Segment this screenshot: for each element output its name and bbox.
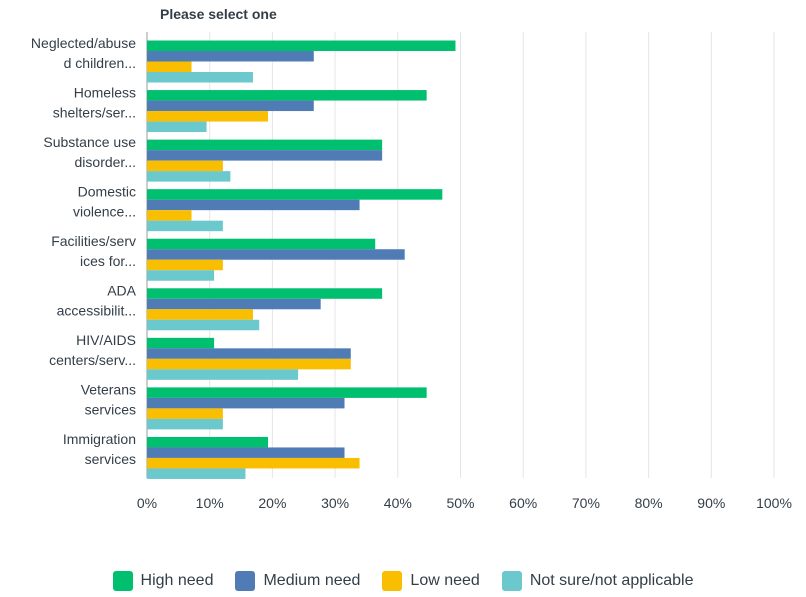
category-label: d children... (64, 55, 136, 71)
bar-high-need (147, 288, 383, 299)
x-tick-label: 20% (258, 495, 286, 511)
legend-item: Medium need (235, 571, 360, 591)
bar-low-need (147, 408, 223, 419)
category-label: services (85, 402, 136, 418)
bar-medium-need (147, 199, 360, 211)
category-label: Substance use (43, 134, 136, 150)
x-tick-label: 80% (635, 495, 663, 511)
bar-medium-need (147, 100, 314, 112)
x-tick-label: 40% (384, 495, 412, 511)
x-tick-label: 90% (697, 495, 725, 511)
x-tick-label: 70% (572, 495, 600, 511)
bar-medium-need (147, 298, 321, 310)
bar-low-need (147, 358, 351, 370)
bar-medium-need (147, 249, 405, 260)
chart-title: Please select one (160, 6, 277, 22)
bar-low-need (147, 259, 223, 271)
legend-label: Low need (410, 572, 480, 589)
category-label: Homeless (74, 84, 136, 100)
bar-medium-need (147, 447, 345, 458)
bar-low-need (147, 111, 269, 122)
bar-low-need (147, 160, 223, 172)
category-label: accessibilit... (57, 303, 136, 319)
category-label: services (85, 451, 136, 467)
x-tick-label: 0% (137, 495, 157, 511)
category-label: Veterans (81, 382, 136, 398)
category-label: ADA (107, 283, 136, 299)
bar-medium-need (147, 397, 345, 409)
bar-high-need (147, 436, 269, 448)
legend-label: Not sure/not applicable (529, 572, 694, 589)
bar-high-need (147, 90, 427, 101)
bar-high-need (147, 189, 443, 200)
category-label: Domestic (78, 183, 136, 199)
bar-not-sure-not-applicable (147, 319, 260, 331)
legend-item: High need (112, 571, 214, 591)
bar-medium-need (147, 348, 351, 359)
category-label: ices for... (80, 253, 136, 269)
category-label: violence... (73, 203, 136, 219)
bar-low-need (147, 457, 360, 469)
bar-not-sure-not-applicable (147, 220, 223, 232)
category-label: Facilities/serv (51, 233, 136, 249)
category-label: Immigration (63, 431, 136, 447)
category-label: centers/serv... (49, 352, 136, 368)
bar-chart: 0% 10% 20% 30% 40% 50% 60% 70% 80% 90% 100% Neglect… (31, 32, 792, 511)
category-label: Neglected/abuse (31, 35, 136, 51)
bar-high-need (147, 40, 456, 51)
bar-not-sure-not-applicable (147, 369, 299, 380)
bar-high-need (147, 238, 376, 250)
bar-not-sure-not-applicable (147, 121, 207, 133)
legend-swatch (382, 571, 403, 591)
bar-high-need (147, 139, 383, 151)
legend-label: Medium need (263, 572, 361, 589)
bar-high-need (147, 337, 215, 349)
legend-item: Low need (382, 571, 480, 591)
category-label: HIV/AIDS (76, 332, 136, 348)
legend-item: Not sure/not applicable (501, 571, 694, 591)
bar-high-need (147, 387, 427, 398)
x-tick-label: 10% (196, 495, 224, 511)
legend-swatch (235, 571, 256, 591)
x-tick-label: 100% (756, 495, 792, 511)
bar-medium-need (147, 51, 314, 62)
legend-swatch (112, 571, 133, 591)
bar-not-sure-not-applicable (147, 72, 253, 83)
legend-label: High need (140, 572, 214, 589)
bar-low-need (147, 309, 253, 320)
category-label: shelters/ser... (53, 104, 136, 120)
bar-low-need (147, 210, 192, 221)
bar-low-need (147, 61, 192, 72)
bar-not-sure-not-applicable (147, 171, 231, 182)
chart-legend: High need Medium need Low need Not sure/not… (0, 571, 806, 591)
x-tick-label: 50% (446, 495, 474, 511)
category-label: disorder... (75, 154, 136, 170)
x-tick-label: 60% (509, 495, 537, 511)
bar-medium-need (147, 150, 383, 161)
bar-not-sure-not-applicable (147, 418, 223, 430)
legend-swatch (501, 571, 522, 591)
x-tick-label: 30% (321, 495, 349, 511)
bar-not-sure-not-applicable (147, 468, 246, 479)
bar-not-sure-not-applicable (147, 270, 215, 281)
